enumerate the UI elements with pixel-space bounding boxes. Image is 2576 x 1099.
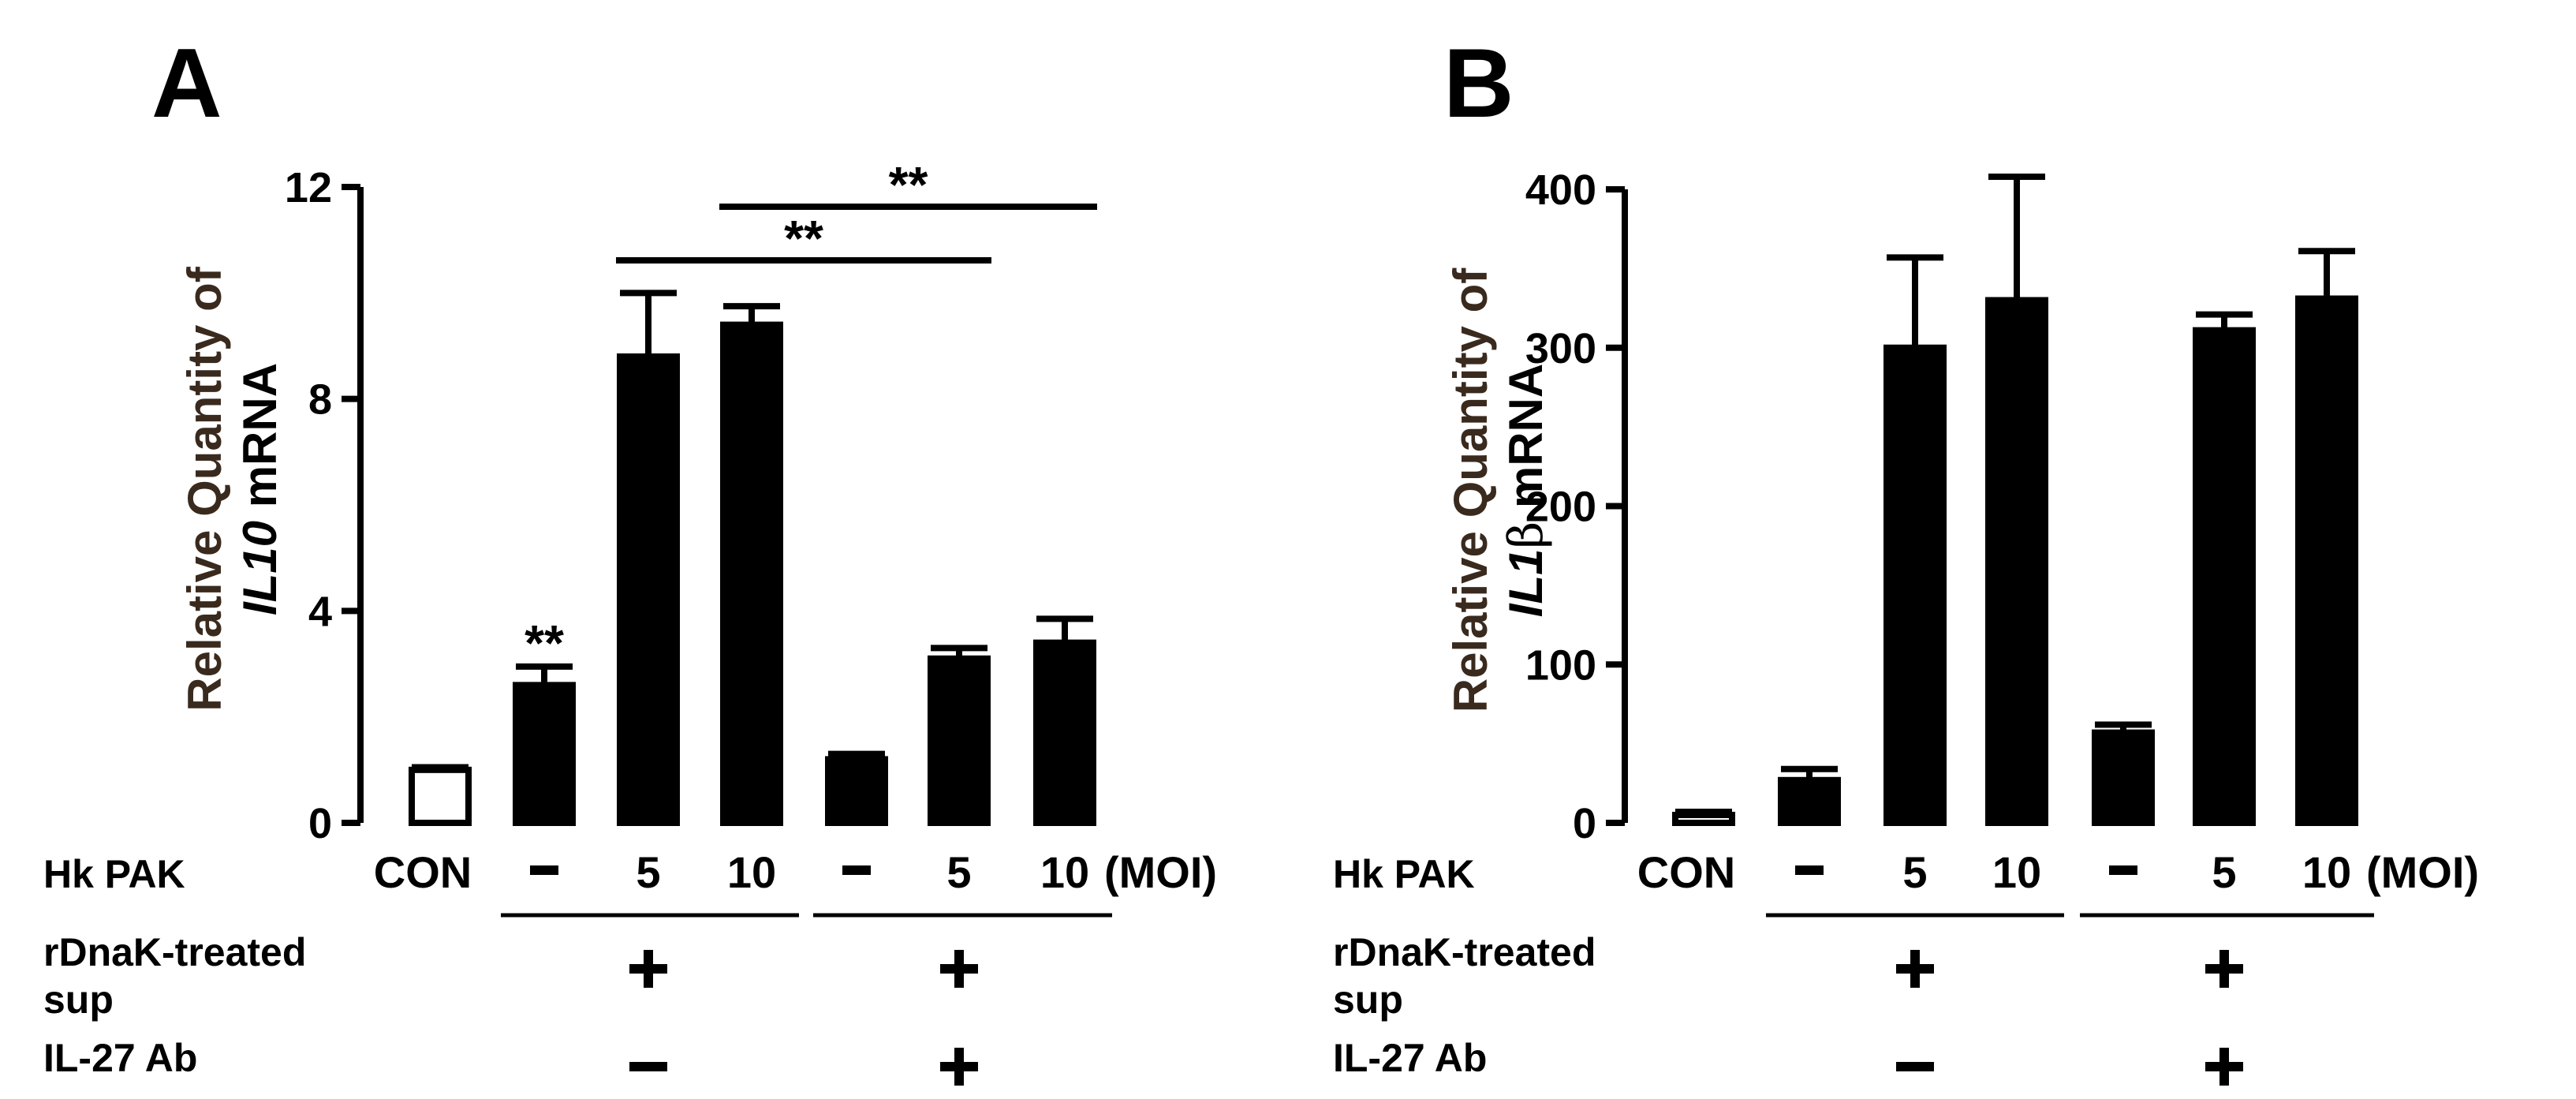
y-axis-label: Relative Quantity ofIL10 mRNA (178, 266, 286, 711)
category-label: 10 (2302, 847, 2351, 897)
category-label: 10 (727, 847, 776, 897)
bar (1778, 776, 1841, 826)
minus-sign (1896, 1062, 1934, 1071)
y-tick-label: 4 (308, 588, 332, 635)
category-label: CON (374, 847, 472, 897)
bar (2295, 295, 2358, 826)
y-tick-label: 8 (308, 376, 332, 424)
category-label: 10 (1992, 847, 2041, 897)
il27-label: IL-27 Ab (43, 1036, 197, 1080)
bar (2193, 327, 2256, 827)
hk-pak-label: Hk PAK (1333, 852, 1475, 896)
significance-label: ** (525, 615, 564, 671)
bar (825, 756, 888, 827)
bar (513, 682, 576, 826)
significance-label: ** (784, 210, 823, 267)
bar (928, 655, 991, 826)
category-label: 5 (636, 847, 660, 897)
plus-sign (1896, 950, 1934, 988)
il27-label: IL-27 Ab (1333, 1036, 1487, 1080)
minus-sign (629, 1062, 667, 1071)
y-tick-label: 400 (1525, 166, 1596, 214)
category-label: 5 (946, 847, 971, 897)
panel-letter: A (151, 29, 222, 138)
panel-B: B 0 100 200 300 400 Relative Quantity ofIL1β m… (1333, 29, 2479, 1086)
moi-label: (MOI) (2366, 847, 2479, 897)
bar (720, 321, 783, 826)
panel-letter: B (1443, 29, 1514, 138)
bar (617, 353, 680, 826)
y-tick-label: 0 (1573, 800, 1596, 847)
plus-sign (940, 1048, 978, 1086)
bar (409, 766, 472, 826)
plus-sign (2205, 950, 2243, 988)
y-tick-label: 0 (308, 800, 332, 847)
y-tick-label: 300 (1525, 325, 1596, 372)
category-minus (842, 865, 871, 875)
moi-label: (MOI) (1104, 847, 1217, 897)
category-label: 10 (1040, 847, 1089, 897)
category-label: 5 (2212, 847, 2236, 897)
y-axis-label: Relative Quantity ofIL1β mRNA (1444, 267, 1554, 712)
category-minus (1795, 865, 1824, 875)
rdnak-label-line1: rDnaK-treated (1333, 930, 1596, 974)
bar (1672, 811, 1735, 827)
category-label: CON (1637, 847, 1735, 897)
bar (2092, 729, 2155, 827)
bar (1985, 297, 2048, 826)
bar (1033, 639, 1096, 827)
y-tick-label: 200 (1525, 484, 1596, 531)
category-minus (2109, 865, 2137, 875)
rdnak-label-line2: sup (43, 978, 114, 1022)
hk-pak-label: Hk PAK (43, 852, 185, 896)
bar (1883, 344, 1947, 826)
significance-label: ** (889, 156, 928, 213)
y-tick-label: 12 (285, 164, 332, 211)
rdnak-label-line2: sup (1333, 978, 1403, 1022)
category-label: 5 (1902, 847, 1927, 897)
category-minus (530, 865, 558, 875)
plus-sign (2205, 1048, 2243, 1086)
plus-sign (629, 950, 667, 988)
panel-A: A 0 4 8 12 Relative Quantity ofIL10 mRNA ** ** *… (43, 29, 1217, 1086)
plus-sign (940, 950, 978, 988)
y-tick-label: 100 (1525, 641, 1596, 689)
rdnak-label-line1: rDnaK-treated (43, 930, 306, 974)
